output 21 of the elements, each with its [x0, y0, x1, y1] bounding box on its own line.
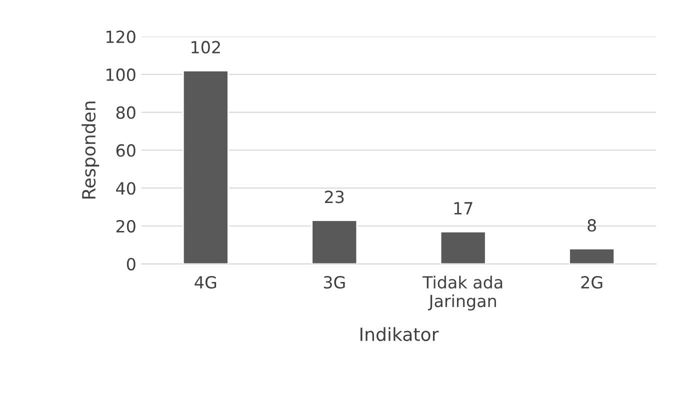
bar: [311, 220, 358, 264]
data-label: 17: [454, 202, 472, 214]
x-tick-label: 2G: [581, 276, 602, 289]
x-tick-label: Tidak ada Jaringan: [422, 276, 502, 310]
y-tick-label: 100: [106, 68, 136, 81]
x-tick-label: 3G: [324, 276, 345, 289]
bar: [440, 230, 486, 264]
y-axis-title: Responden: [82, 102, 100, 199]
data-label: 8: [588, 219, 596, 232]
y-tick-label: 0: [126, 258, 136, 270]
x-axis-title: Indikator: [360, 327, 439, 342]
y-tick-label: 80: [116, 106, 136, 119]
data-label: 102: [192, 40, 220, 54]
data-label: 23: [325, 190, 344, 204]
bar: [568, 248, 616, 264]
y-tick-label: 120: [106, 30, 136, 44]
y-tick-label: 60: [116, 144, 136, 157]
x-tick-label: 4G: [194, 276, 216, 289]
y-tick-label: 40: [116, 182, 136, 195]
bar: [182, 70, 229, 264]
y-tick-label: 20: [116, 220, 136, 233]
